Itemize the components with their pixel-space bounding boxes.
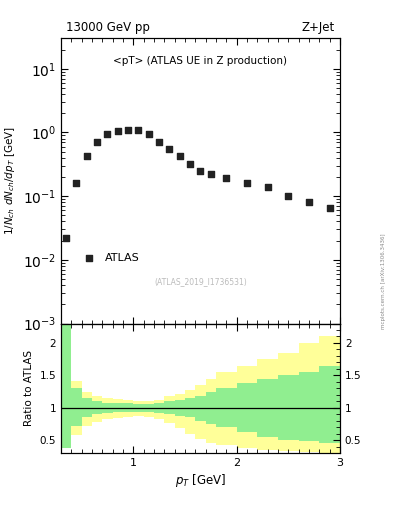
Bar bbox=[164, 396, 174, 423]
Bar bbox=[319, 366, 340, 443]
Bar bbox=[71, 380, 82, 435]
Bar bbox=[61, 324, 71, 448]
ATLAS bbox=[327, 204, 333, 212]
ATLAS bbox=[115, 127, 121, 135]
Y-axis label: $1/N_{ch}\ dN_{ch}/dp_T$ [GeV]: $1/N_{ch}\ dN_{ch}/dp_T$ [GeV] bbox=[3, 126, 17, 236]
ATLAS bbox=[223, 174, 230, 182]
Bar bbox=[61, 324, 71, 448]
ATLAS bbox=[166, 145, 173, 153]
Bar bbox=[123, 400, 133, 417]
ATLAS bbox=[84, 152, 90, 160]
Bar bbox=[237, 366, 257, 448]
ATLAS bbox=[264, 183, 271, 191]
Bar bbox=[257, 378, 278, 437]
ATLAS bbox=[63, 234, 69, 242]
Text: mcplots.cern.ch [arXiv:1306.3436]: mcplots.cern.ch [arXiv:1306.3436] bbox=[381, 234, 386, 329]
Bar bbox=[133, 401, 143, 416]
Bar bbox=[195, 396, 206, 421]
Text: Z+Jet: Z+Jet bbox=[301, 21, 334, 34]
ATLAS bbox=[156, 137, 162, 145]
ATLAS bbox=[94, 137, 100, 145]
ATLAS bbox=[125, 126, 131, 134]
Bar bbox=[92, 401, 102, 414]
Bar bbox=[299, 372, 319, 441]
Text: (ATLAS_2019_I1736531): (ATLAS_2019_I1736531) bbox=[154, 278, 247, 286]
Bar bbox=[102, 398, 112, 419]
Bar bbox=[82, 398, 92, 417]
ATLAS bbox=[146, 130, 152, 138]
Text: <pT> (ATLAS UE in Z production): <pT> (ATLAS UE in Z production) bbox=[114, 55, 287, 66]
Bar bbox=[257, 359, 278, 450]
Bar bbox=[319, 336, 340, 453]
ATLAS bbox=[73, 179, 79, 187]
Bar bbox=[154, 400, 164, 419]
Bar bbox=[174, 400, 185, 416]
Y-axis label: Ratio to ATLAS: Ratio to ATLAS bbox=[24, 350, 34, 426]
ATLAS bbox=[285, 192, 292, 200]
Bar bbox=[174, 394, 185, 429]
ATLAS bbox=[306, 198, 312, 206]
Bar bbox=[185, 390, 195, 434]
Bar bbox=[112, 399, 123, 418]
ATLAS bbox=[187, 160, 193, 168]
ATLAS bbox=[197, 167, 204, 175]
Bar bbox=[164, 401, 174, 414]
Bar bbox=[112, 402, 123, 412]
ATLAS bbox=[176, 153, 183, 161]
Bar bbox=[92, 396, 102, 422]
Bar bbox=[299, 343, 319, 452]
Bar bbox=[237, 383, 257, 432]
Bar bbox=[195, 385, 206, 439]
Bar bbox=[216, 388, 237, 427]
Bar bbox=[278, 375, 299, 440]
Bar bbox=[143, 404, 154, 412]
ATLAS bbox=[104, 131, 110, 139]
Legend: ATLAS: ATLAS bbox=[75, 250, 143, 267]
ATLAS bbox=[135, 126, 141, 134]
Bar bbox=[102, 402, 112, 413]
Bar bbox=[71, 388, 82, 426]
Bar bbox=[206, 392, 216, 424]
ATLAS bbox=[208, 170, 214, 179]
ATLAS bbox=[244, 179, 250, 187]
Bar bbox=[216, 372, 237, 445]
Bar bbox=[206, 378, 216, 443]
Bar bbox=[143, 401, 154, 417]
Text: 13000 GeV pp: 13000 GeV pp bbox=[66, 21, 151, 34]
Bar bbox=[185, 398, 195, 417]
Bar bbox=[123, 403, 133, 412]
X-axis label: $p_T$ [GeV]: $p_T$ [GeV] bbox=[175, 472, 226, 489]
Bar bbox=[133, 404, 143, 412]
Bar bbox=[82, 392, 92, 426]
Bar bbox=[154, 402, 164, 413]
Bar bbox=[278, 353, 299, 451]
